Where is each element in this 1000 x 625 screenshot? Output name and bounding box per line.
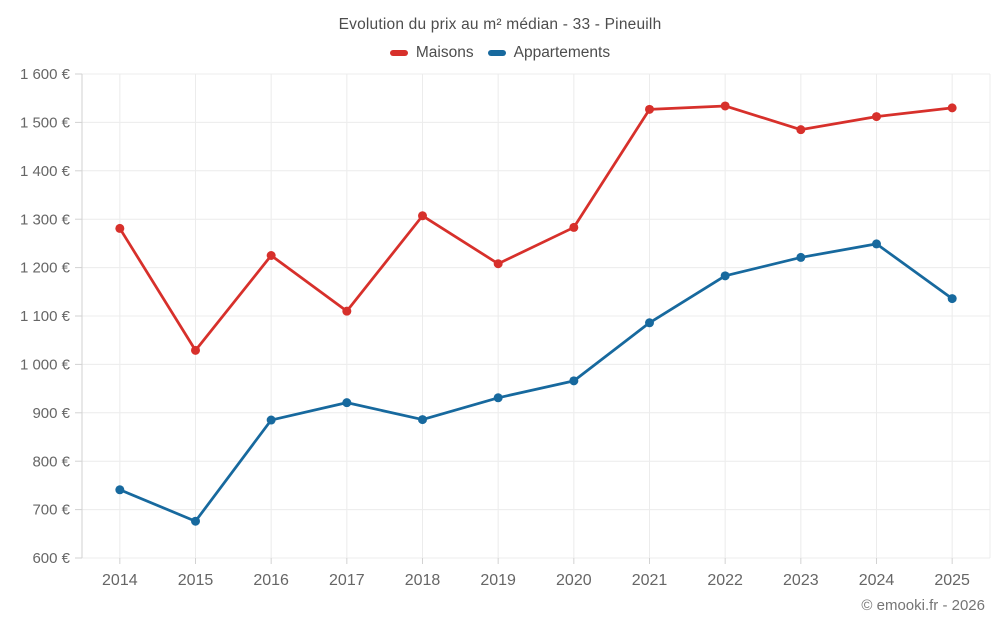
chart-legend: Maisons Appartements [0,44,1000,62]
x-axis-tick-label: 2018 [405,572,441,589]
x-axis-tick-label: 2025 [934,572,970,589]
data-point-maisons-2025[interactable] [947,103,957,113]
chart-title: Evolution du prix au m² médian - 33 - Pi… [338,16,662,33]
legend-label-appartements: Appartements [513,44,611,61]
x-axis-tick-label: 2017 [329,572,365,589]
y-axis-tick-label: 700 € [32,502,70,519]
data-point-appartements-2020[interactable] [569,376,579,386]
data-point-appartements-2015[interactable] [191,516,200,526]
data-point-maisons-2021[interactable] [645,104,654,114]
data-point-appartements-2019[interactable] [493,393,503,403]
data-point-appartements-2021[interactable] [645,318,654,328]
data-point-appartements-2022[interactable] [720,271,730,281]
y-axis-tick-label: 1 300 € [20,211,71,228]
data-point-maisons-2018[interactable] [418,211,427,221]
data-point-maisons-2017[interactable] [342,306,352,316]
series-line-appartements [118,242,954,523]
legend-label-maisons: Maisons [415,44,474,61]
data-point-maisons-2024[interactable] [872,112,881,122]
x-axis-tick-label: 2022 [707,572,743,589]
data-point-appartements-2025[interactable] [947,294,957,304]
legend-swatch-appartements-icon [487,50,506,56]
copyright-text: © emooki.fr - 2026 [861,597,985,614]
data-point-maisons-2019[interactable] [493,259,503,269]
legend-item-appartements[interactable]: Appartements [487,44,611,62]
y-axis-tick-label: 1 200 € [20,260,71,277]
y-axis-tick-label: 1 100 € [20,308,71,325]
data-point-maisons-2020[interactable] [569,222,579,232]
x-axis-tick-label: 2015 [178,572,214,589]
legend-item-maisons[interactable]: Maisons [389,44,474,62]
data-point-maisons-2016[interactable] [266,251,276,260]
data-point-appartements-2016[interactable] [266,415,276,425]
data-point-maisons-2015[interactable] [191,345,200,355]
x-axis-tick-label: 2019 [480,572,516,589]
data-point-maisons-2022[interactable] [720,101,730,111]
data-point-appartements-2017[interactable] [342,398,352,408]
x-axis-tick-label: 2021 [632,572,668,589]
series-line-maisons [118,104,954,352]
data-point-maisons-2023[interactable] [796,125,806,135]
y-axis-tick-label: 1 000 € [20,357,71,374]
data-point-appartements-2018[interactable] [418,415,427,425]
x-axis-tick-label: 2016 [253,572,289,589]
x-axis-tick-label: 2014 [102,572,138,589]
data-point-appartements-2023[interactable] [796,252,806,262]
x-axis-tick-label: 2020 [556,572,592,589]
y-axis-tick-label: 900 € [32,405,70,422]
x-axis-tick-label: 2024 [859,572,895,589]
data-point-appartements-2014[interactable] [115,485,125,495]
y-axis-tick-label: 1 600 € [20,66,71,83]
y-axis-tick-label: 800 € [32,453,70,470]
y-axis-tick-label: 1 400 € [20,163,71,180]
data-point-appartements-2024[interactable] [872,239,881,249]
data-point-maisons-2014[interactable] [115,223,125,233]
y-axis-tick-label: 600 € [32,550,70,567]
legend-swatch-maisons-icon [389,50,408,56]
x-axis-tick-label: 2023 [783,572,819,589]
y-axis-tick-label: 1 500 € [20,115,71,132]
